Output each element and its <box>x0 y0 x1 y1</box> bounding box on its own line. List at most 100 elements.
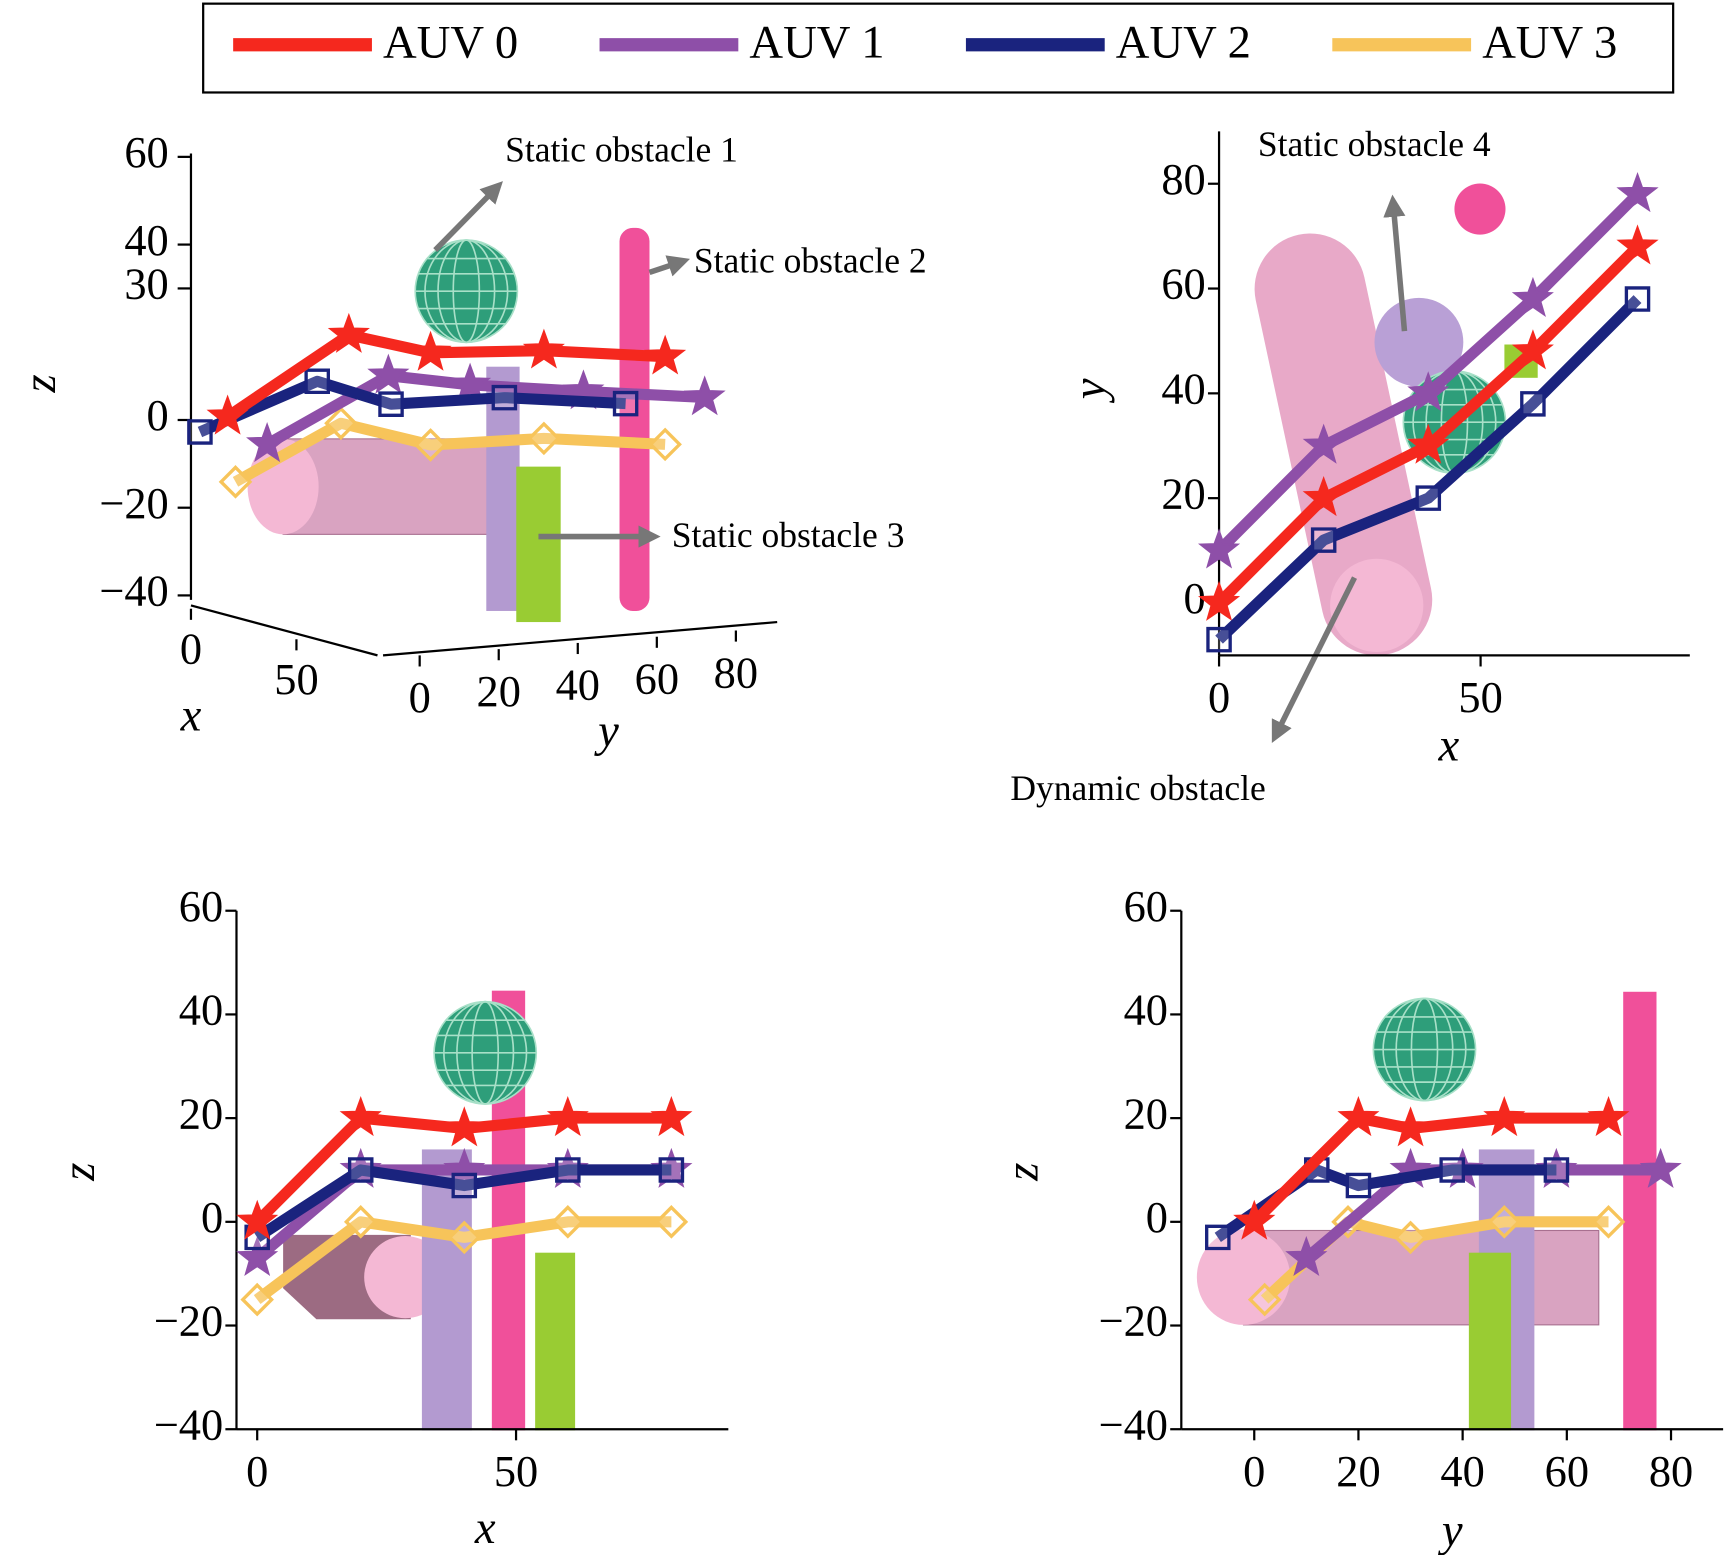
marker <box>546 1096 589 1137</box>
y-tick-label: 40 <box>1124 985 1168 1035</box>
marker <box>527 421 561 456</box>
legend-label: AUV 2 <box>1116 17 1251 69</box>
y-tick-label: 60 <box>1124 881 1168 931</box>
marker <box>1439 1157 1465 1183</box>
y-tick-label: 20 <box>477 666 521 716</box>
annotation: Static obstacle 3 <box>672 515 905 555</box>
x-tick-label: 0 <box>1243 1446 1265 1496</box>
marker <box>1302 423 1345 464</box>
marker <box>1487 1205 1522 1239</box>
obstacle-disc <box>1454 183 1506 235</box>
y-tick-label: −20 <box>154 1296 223 1346</box>
y-tick-label: 40 <box>179 985 223 1035</box>
y-tick-label: 0 <box>409 672 431 722</box>
annotation: Static obstacle 2 <box>694 241 927 281</box>
trajectory <box>232 417 666 487</box>
marker <box>1624 286 1651 312</box>
trajectory <box>254 1164 672 1243</box>
marker <box>236 1199 279 1240</box>
axis-label: z <box>14 374 66 393</box>
marker <box>218 465 253 499</box>
marker <box>1206 626 1232 653</box>
marker <box>236 1236 279 1276</box>
marker <box>443 1106 486 1147</box>
marker <box>1535 1147 1578 1188</box>
x-tick-label: 50 <box>274 654 318 704</box>
y-tick-label: −40 <box>154 1399 223 1449</box>
marker <box>1415 485 1442 511</box>
marker <box>324 406 358 441</box>
annotation: Static obstacle 4 <box>1258 124 1491 164</box>
z-tick-label: −20 <box>99 478 168 528</box>
axis-label: z <box>53 1163 105 1182</box>
y-tick-label: 60 <box>635 654 679 704</box>
arrow <box>433 181 503 253</box>
marker <box>612 390 639 417</box>
marker <box>347 1157 374 1183</box>
y-tick-label: 60 <box>1161 259 1205 309</box>
cylinder <box>282 438 506 535</box>
marker <box>1483 1095 1526 1137</box>
cylinder <box>1254 233 1433 656</box>
marker <box>409 330 452 371</box>
x-tick-label: 60 <box>1545 1446 1589 1496</box>
arrow <box>1383 194 1408 332</box>
z-tick-label: 60 <box>124 127 168 177</box>
marker <box>654 1205 689 1239</box>
marker <box>246 422 289 463</box>
marker <box>1205 1224 1231 1251</box>
marker <box>240 1282 274 1317</box>
x-tick-label: 50 <box>494 1446 538 1496</box>
marker <box>491 384 518 411</box>
marker <box>1247 1282 1282 1317</box>
axis-label: x <box>1438 719 1460 771</box>
z-tick-label: 30 <box>124 259 168 309</box>
x-tick-label: 0 <box>180 623 202 673</box>
marker <box>451 1172 478 1199</box>
legend-label: AUV 0 <box>383 17 518 69</box>
obstacles-xz <box>283 990 576 1431</box>
obstacle-bar <box>1468 1252 1512 1431</box>
legend-label: AUV 3 <box>1482 17 1617 69</box>
annotation: Static obstacle 1 <box>505 130 738 170</box>
annotation: Dynamic obstacle <box>1010 768 1265 808</box>
marker <box>1520 391 1546 417</box>
obstacle-bar <box>516 466 561 623</box>
marker <box>522 328 565 369</box>
obstacle-pillar <box>1623 991 1657 1431</box>
y-tick-label: −40 <box>1099 1399 1168 1449</box>
marker <box>378 391 404 417</box>
y-tick-label: 20 <box>179 1088 223 1138</box>
marker <box>1616 172 1659 213</box>
marker <box>413 428 448 462</box>
z-tick-label: 40 <box>124 215 168 265</box>
marker <box>650 1095 693 1137</box>
arrow <box>648 255 691 277</box>
y-tick-label: 80 <box>1161 154 1205 204</box>
axis-label: y <box>594 705 619 757</box>
sphere <box>433 1000 538 1105</box>
marker <box>683 375 726 416</box>
trajectory <box>197 375 626 438</box>
marker <box>1543 1157 1570 1183</box>
marker <box>658 1157 685 1183</box>
x-tick-label: 50 <box>1458 672 1502 722</box>
marker <box>1302 476 1345 517</box>
marker <box>1511 276 1554 317</box>
marker <box>1285 1236 1328 1276</box>
legend-label: AUV 1 <box>749 17 884 69</box>
marker <box>339 1095 382 1137</box>
cylinder <box>1242 1229 1600 1326</box>
marker <box>443 1147 486 1188</box>
marker <box>206 394 249 435</box>
obstacle-bar <box>535 1252 576 1431</box>
marker <box>1616 224 1659 265</box>
marker <box>1198 528 1241 569</box>
y-tick-label: 0 <box>201 1192 223 1242</box>
axis-label: z <box>997 1163 1049 1182</box>
axis-label: y <box>1063 378 1115 403</box>
y-tick-label: −20 <box>1099 1296 1168 1346</box>
x-tick-label: 20 <box>1336 1446 1380 1496</box>
marker <box>1337 1096 1380 1137</box>
y-tick-label: 0 <box>1146 1192 1168 1242</box>
